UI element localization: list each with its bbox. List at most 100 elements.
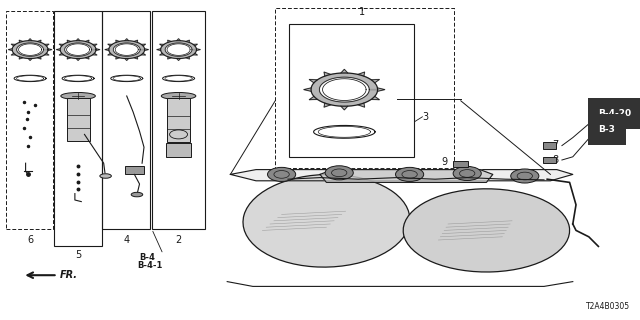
Circle shape: [396, 167, 424, 181]
Ellipse shape: [161, 92, 196, 100]
Polygon shape: [105, 49, 109, 51]
Polygon shape: [12, 41, 48, 59]
Polygon shape: [141, 44, 146, 46]
Polygon shape: [19, 57, 23, 59]
Polygon shape: [186, 40, 189, 42]
Polygon shape: [168, 40, 172, 42]
Polygon shape: [193, 53, 198, 55]
Polygon shape: [159, 53, 164, 55]
Polygon shape: [48, 49, 52, 51]
Circle shape: [511, 169, 539, 183]
Bar: [543, 157, 556, 163]
Ellipse shape: [131, 192, 143, 197]
Circle shape: [268, 167, 296, 181]
Polygon shape: [76, 59, 80, 60]
Polygon shape: [134, 57, 138, 59]
Polygon shape: [56, 49, 60, 51]
Polygon shape: [76, 39, 80, 41]
Bar: [166, 143, 191, 157]
Text: 1: 1: [358, 7, 365, 17]
Bar: [102, 11, 150, 229]
Polygon shape: [311, 73, 378, 106]
Polygon shape: [193, 44, 198, 46]
Text: 2: 2: [175, 235, 182, 245]
Polygon shape: [37, 40, 41, 42]
Bar: [275, 8, 454, 168]
Text: B-4-1: B-4-1: [138, 261, 163, 270]
Polygon shape: [341, 106, 348, 110]
Polygon shape: [324, 103, 331, 107]
Polygon shape: [11, 44, 15, 46]
Text: B-4: B-4: [140, 253, 156, 262]
Bar: [54, 11, 102, 246]
Text: 6: 6: [27, 235, 33, 245]
Ellipse shape: [61, 92, 95, 100]
Polygon shape: [67, 57, 71, 59]
Polygon shape: [161, 41, 196, 59]
Text: 5: 5: [75, 250, 81, 260]
Text: FR.: FR.: [60, 270, 77, 280]
Polygon shape: [134, 40, 138, 42]
Polygon shape: [309, 79, 317, 83]
Polygon shape: [371, 96, 380, 100]
Polygon shape: [28, 59, 32, 60]
Polygon shape: [378, 88, 385, 91]
Polygon shape: [28, 39, 32, 41]
Polygon shape: [93, 53, 97, 55]
Bar: [453, 161, 468, 167]
Polygon shape: [358, 72, 365, 76]
Polygon shape: [19, 40, 23, 42]
Polygon shape: [85, 40, 89, 42]
Text: 7: 7: [552, 140, 558, 150]
Polygon shape: [59, 44, 63, 46]
Polygon shape: [358, 103, 365, 107]
Polygon shape: [59, 53, 63, 55]
Polygon shape: [309, 96, 317, 100]
Ellipse shape: [100, 174, 111, 178]
Polygon shape: [145, 49, 148, 51]
Ellipse shape: [403, 189, 570, 272]
Polygon shape: [141, 53, 146, 55]
Bar: [125, 166, 144, 174]
Polygon shape: [304, 88, 311, 91]
Polygon shape: [371, 79, 380, 83]
Text: B-3: B-3: [598, 125, 615, 134]
Polygon shape: [37, 57, 41, 59]
Polygon shape: [109, 41, 145, 59]
Bar: [543, 142, 556, 149]
Polygon shape: [60, 41, 96, 59]
Polygon shape: [125, 59, 129, 60]
Polygon shape: [11, 53, 15, 55]
Text: T2A4B0305: T2A4B0305: [586, 302, 630, 311]
Polygon shape: [93, 44, 97, 46]
Polygon shape: [125, 39, 129, 41]
Polygon shape: [196, 49, 200, 51]
Text: B-4-20: B-4-20: [598, 109, 632, 118]
Polygon shape: [96, 49, 100, 51]
Polygon shape: [186, 57, 189, 59]
Polygon shape: [67, 40, 71, 42]
Polygon shape: [8, 49, 12, 51]
Bar: [6, 11, 53, 229]
Circle shape: [325, 166, 353, 180]
Polygon shape: [116, 57, 120, 59]
Polygon shape: [45, 44, 49, 46]
Polygon shape: [116, 40, 120, 42]
Polygon shape: [230, 170, 573, 181]
Bar: [289, 24, 414, 157]
Ellipse shape: [243, 174, 410, 267]
Bar: [152, 11, 205, 229]
Text: 4: 4: [124, 235, 130, 245]
Polygon shape: [168, 57, 172, 59]
Polygon shape: [157, 49, 161, 51]
Polygon shape: [324, 72, 331, 76]
Polygon shape: [108, 53, 112, 55]
Polygon shape: [108, 44, 112, 46]
Polygon shape: [159, 44, 164, 46]
Text: 3: 3: [422, 112, 429, 122]
Polygon shape: [85, 57, 89, 59]
Polygon shape: [177, 59, 180, 60]
Polygon shape: [45, 53, 49, 55]
Text: 9: 9: [442, 157, 448, 167]
Text: 8: 8: [552, 155, 558, 165]
